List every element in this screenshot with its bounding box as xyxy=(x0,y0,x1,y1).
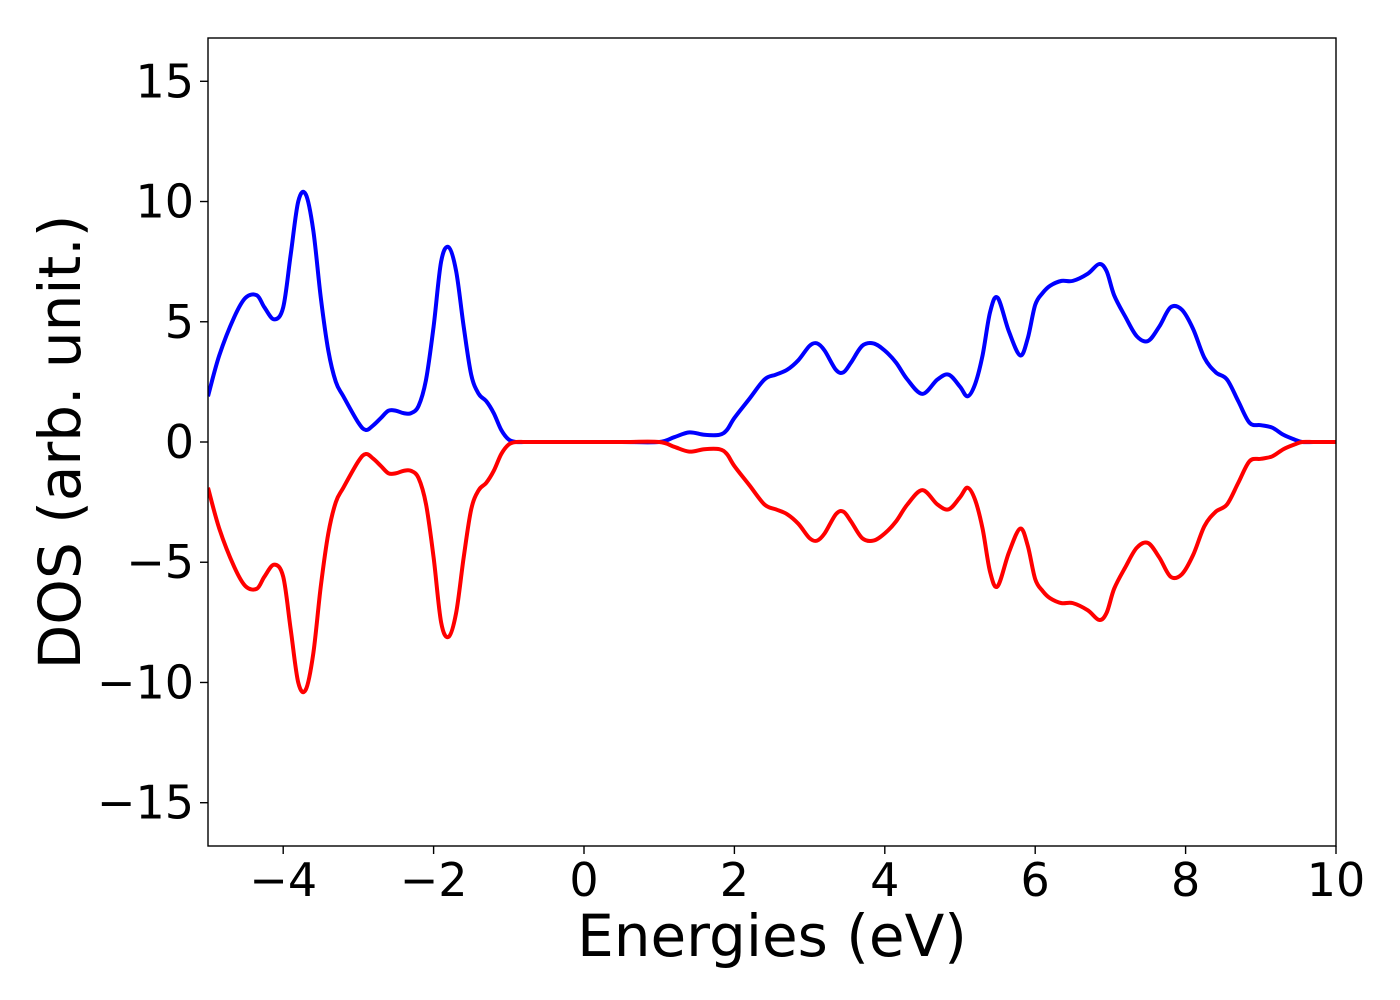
x-tick-label: 4 xyxy=(870,853,899,907)
x-axis: −4 −2 0 2 4 6 8 10 xyxy=(249,846,1365,907)
x-tick-label: −2 xyxy=(400,853,468,907)
y-tick-label: 0 xyxy=(165,415,194,469)
y-tick-label: 10 xyxy=(135,175,194,229)
x-tick-label: 0 xyxy=(569,853,598,907)
x-tick-label: 10 xyxy=(1307,853,1366,907)
y-tick-label: −15 xyxy=(97,776,194,830)
x-tick-label: 8 xyxy=(1171,853,1200,907)
y-tick-label: 5 xyxy=(165,295,194,349)
y-tick-label: 15 xyxy=(135,54,194,108)
y-tick-label: −10 xyxy=(97,655,194,709)
y-tick-label: −5 xyxy=(126,535,194,589)
series-line-2 xyxy=(208,439,1336,695)
y-axis: 15 10 5 0 −5 −10 −15 xyxy=(97,54,208,830)
series-layer xyxy=(208,189,1336,695)
series-line-1 xyxy=(208,189,1336,445)
x-tick-label: −4 xyxy=(249,853,317,907)
plot-background xyxy=(208,38,1336,846)
x-tick-label: 2 xyxy=(720,853,749,907)
x-tick-label: 6 xyxy=(1021,853,1050,907)
y-axis-label: DOS (arb. unit.) xyxy=(26,215,94,670)
x-axis-label: Energies (eV) xyxy=(577,902,967,970)
